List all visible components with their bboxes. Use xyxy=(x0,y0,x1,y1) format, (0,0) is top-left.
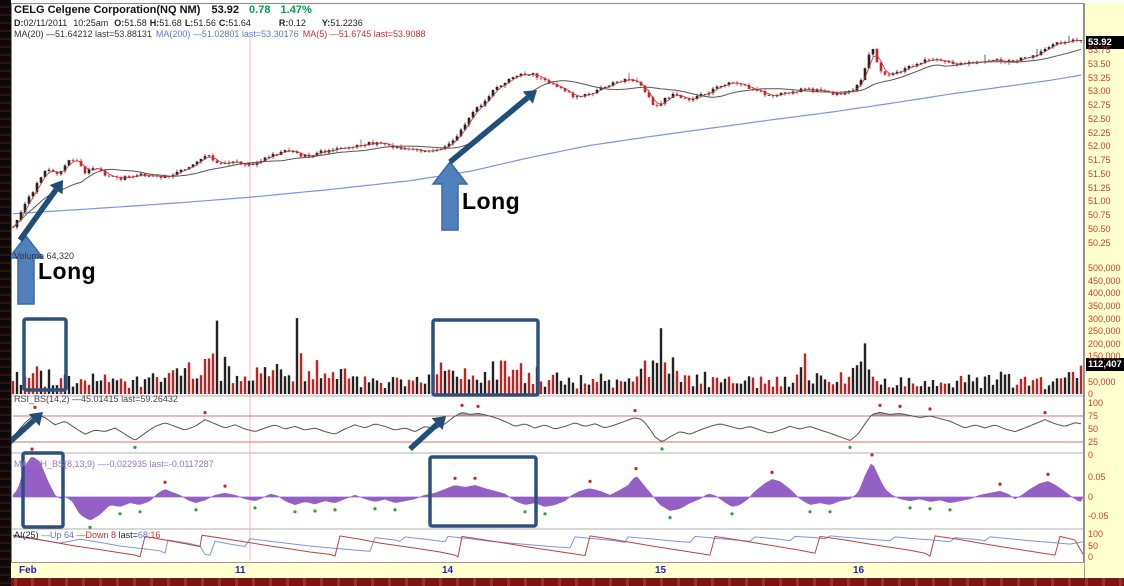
ma-legend-item: MA(5) —51.6745 last=53.9088 xyxy=(302,29,426,39)
volume-tick: 300,000 xyxy=(1088,314,1121,324)
quote-field: D:02/11/2011 xyxy=(14,18,68,28)
ai-legend-part: AI(25) xyxy=(14,530,42,540)
date-label: 15 xyxy=(655,565,667,576)
highlight-box xyxy=(428,455,538,528)
price-tick: 53.25 xyxy=(1088,73,1111,83)
ai-legend-part: ;16 xyxy=(147,530,161,540)
price-tick: 50.75 xyxy=(1088,210,1111,220)
quote-field: C:51.64 xyxy=(218,18,251,28)
macd-tick: 0.05 xyxy=(1088,472,1106,482)
volume-pane-label: Volume 64,320 xyxy=(14,251,75,261)
price-tick: 53.50 xyxy=(1088,59,1111,69)
price-change: 0.78 xyxy=(249,4,271,16)
long-entry-arrow xyxy=(431,160,469,231)
ai-tick: 50 xyxy=(1088,541,1099,551)
price-tick: 52.75 xyxy=(1088,100,1111,110)
symbol-title: CELG Celgene Corporation(NQ NM) xyxy=(14,4,201,16)
ai-pane-label: AI(25) —Up 64 —Down 8 last=68;16 xyxy=(14,530,160,540)
volume-tick: 0 xyxy=(1088,389,1094,399)
rsi-tick: 0 xyxy=(1088,450,1094,460)
quote-field: 10:25am xyxy=(73,18,109,28)
long-annotation-2: Long xyxy=(462,188,521,214)
price-tick: 53.75 xyxy=(1088,45,1111,55)
trend-arrow xyxy=(17,188,59,242)
last-price-axis-box: 53.92 xyxy=(1086,36,1124,49)
macd-tick: -0.05 xyxy=(1088,511,1109,521)
price-tick: 51.75 xyxy=(1088,155,1111,165)
last-price: 53.92 xyxy=(211,4,239,16)
chart-frame xyxy=(11,3,1084,578)
price-axis[interactable]: 53.92 112,407 53.75 53.50 53.25 53.00 52.75 5… xyxy=(1084,3,1124,578)
volume-tick: 450,000 xyxy=(1088,276,1121,286)
macd-pane-label: MACDH_BS(8,13,9) —-0.022935 last=-0.0117… xyxy=(14,459,214,469)
rsi-tick: 50 xyxy=(1088,424,1099,434)
trend-arrow xyxy=(408,422,440,452)
quote-field: H:51.68 xyxy=(149,18,182,28)
volume-tick: 350,000 xyxy=(1088,301,1121,311)
price-tick: 51.00 xyxy=(1088,196,1111,206)
quote-field: R:0.12 xyxy=(278,18,306,28)
volume-tick: 200,000 xyxy=(1088,339,1121,349)
price-tick: 51.25 xyxy=(1088,183,1111,193)
highlight-box xyxy=(21,451,65,529)
ai-tick: 100 xyxy=(1088,529,1104,539)
price-tick: 52.00 xyxy=(1088,141,1111,151)
price-tick: 50.25 xyxy=(1088,238,1111,248)
trend-arrow xyxy=(448,95,530,165)
left-window-edge xyxy=(0,0,11,586)
price-tick: 52.50 xyxy=(1088,114,1111,124)
rsi-tick: 75 xyxy=(1088,411,1099,421)
ma-legend-item: MA(20) —51.64212 last=53.88131 xyxy=(14,29,152,39)
price-tick: 52.25 xyxy=(1088,128,1111,138)
date-label: 14 xyxy=(442,565,454,576)
rsi-tick: 100 xyxy=(1088,398,1104,408)
rsi-pane-label: RSI_BS(14,2) —45.01415 last=59.26432 xyxy=(14,394,178,404)
last-volume-axis-box: 112,407 xyxy=(1086,358,1124,371)
price-change-pct: 1.47% xyxy=(280,4,312,16)
chart-header: CELG Celgene Corporation(NQ NM) 53.92 0.… xyxy=(14,4,714,39)
date-axis[interactable]: Feb 11 14 15 16 xyxy=(11,562,1084,578)
ai-legend-part: —Down 8 xyxy=(76,530,119,540)
ai-legend-part: —Up 64 xyxy=(41,530,77,540)
long-entry-arrow xyxy=(7,234,45,305)
date-label: Feb xyxy=(19,565,37,576)
quote-field: O:51.58 xyxy=(114,18,147,28)
title-row: CELG Celgene Corporation(NQ NM) 53.92 0.… xyxy=(14,4,714,16)
long-annotation-1: Long xyxy=(38,258,97,284)
ma-legend-row: MA(20) —51.64212 last=53.88131 MA(200) —5… xyxy=(14,29,714,39)
highlight-box xyxy=(431,318,540,397)
volume-tick: 400,000 xyxy=(1088,288,1121,298)
volume-tick: 250,000 xyxy=(1088,326,1121,336)
volume-tick: 150,000 xyxy=(1088,351,1121,361)
ai-legend-part: 68 xyxy=(137,530,148,540)
price-tick: 50.50 xyxy=(1088,224,1111,234)
date-label: 11 xyxy=(235,565,246,576)
quote-field: Y:51.2236 xyxy=(321,18,363,28)
window-bottom-bar xyxy=(0,578,1124,586)
quote-field: L:51.56 xyxy=(184,18,216,28)
ma-legend-item: MA(200) —51.02801 last=53.30176 xyxy=(155,29,299,39)
date-label: 16 xyxy=(853,565,865,576)
highlight-box xyxy=(22,317,68,392)
macd-tick: 0 xyxy=(1088,492,1094,502)
ai-legend-part: last= xyxy=(118,530,138,540)
volume-tick: 50,000 xyxy=(1088,377,1116,387)
rsi-tick: 25 xyxy=(1088,437,1099,447)
ai-tick: 0 xyxy=(1088,552,1094,562)
volume-tick: 500,000 xyxy=(1088,263,1121,273)
quote-row: D:02/11/2011 10:25am O:51.58 H:51.68 L:51.56… xyxy=(14,18,714,28)
price-tick: 51.50 xyxy=(1088,169,1111,179)
price-tick: 53.00 xyxy=(1088,86,1111,96)
